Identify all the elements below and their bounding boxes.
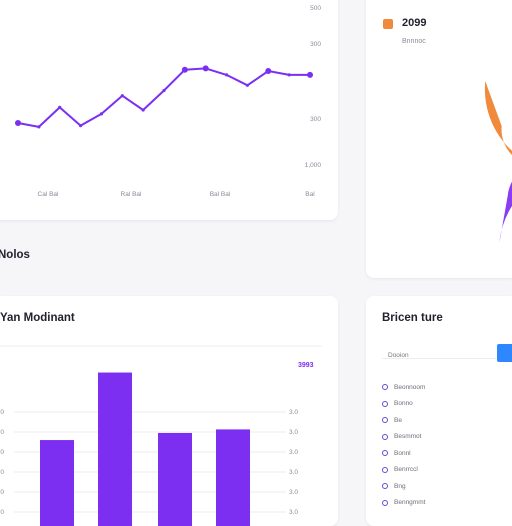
list-item[interactable]: Be [382,415,402,425]
line-card-title: Nolos [0,249,30,261]
bar-chart: 3.0 3.0 3.0 3.0 3.0 3.0 3.0 3.0 3.0 3.0 3.0 3.0 [0,345,322,526]
list-item-label: Benngmmt [394,499,426,506]
line-point [162,88,166,93]
list-item-label: Bonno [394,400,413,407]
x-tick-label: Bal [305,191,315,198]
list-item-label: Benrrccl [394,466,418,473]
radio-icon[interactable] [382,384,388,390]
list-card: Bricen ture BeonnoomBonnoBeBesmmotBonnlB… [366,296,512,526]
y-tick-label: 500 [310,5,321,12]
bar-card-title: Yan Modinant [0,312,75,324]
y-tick-label-right: 3.0 [289,469,298,476]
bar [40,440,74,526]
line-point [99,112,104,116]
radio-icon[interactable] [382,417,388,423]
bar [98,372,132,526]
radio-icon[interactable] [382,450,388,456]
radio-icon[interactable] [382,400,388,407]
list-item-label: Be [394,416,402,424]
y-tick-label: 300 [310,116,321,123]
bar-card-badge: 3993 [298,362,314,369]
list-item[interactable]: Beonnoom [382,382,425,392]
radio-icon[interactable] [382,433,388,440]
y-tick-label-right: 3.0 [289,429,298,436]
x-tick-label: Ral Bal [121,191,143,198]
line-point [141,108,145,112]
line-point [245,83,250,87]
list-item[interactable]: Bonno [382,399,413,409]
list-item-label: Bng [394,482,406,490]
radio-icon[interactable] [382,499,388,506]
donut-card: 2099 Bnnnoc [366,0,512,278]
list-item[interactable]: Bonnl [382,448,411,458]
line-point [181,66,188,73]
line-point [265,68,272,74]
list-item[interactable]: Bng [382,481,406,491]
list-item[interactable]: Benngmmt [382,498,425,508]
line-point [202,65,209,72]
list-item-label: Beonnoom [394,383,426,391]
line-point [15,120,21,126]
legend-value: 2099 [402,17,427,29]
y-tick-label-right: 3.0 [289,409,298,416]
line-point [224,73,229,77]
line-point [307,71,313,78]
list-item-label: Bonnl [394,449,411,457]
y-tick-label: 3.0 [0,509,4,516]
search-field[interactable] [382,344,508,361]
radio-icon[interactable] [382,466,388,473]
legend-swatch [383,19,393,29]
line-chart: 500 300 300 1,000 Cal Bal Ral Bal Bal Bal Bal [15,5,322,198]
bar [216,429,250,526]
list-item[interactable]: Besmmot [382,432,421,442]
y-tick-label: 3.0 [0,449,4,456]
legend-subtext: Bnnnoc [402,38,426,45]
line-chart-card: 500 300 300 1,000 Cal Bal Ral Bal Bal Bal Bal [0,0,338,220]
y-tick-label: 3.0 [0,409,4,416]
y-tick-label: 1,000 [305,162,322,169]
radio-icon[interactable] [382,483,388,489]
donut-chart [484,81,512,243]
y-tick-label: 3.0 [0,429,4,436]
line-point [58,105,62,109]
option-list: Beonnoom Bonno Be Besmmot Bonnl Benrrccl Bng Be… [382,382,502,512]
line-series [17,67,310,128]
line-point [120,94,124,98]
list-item[interactable]: Benrrccl [382,465,418,475]
x-tick-label: Cal Bal [38,191,60,198]
bar-chart-card: Yan Modinant 3993 3.03.03.03.03.03.03.03… [0,296,338,526]
donut-slice [484,81,512,155]
search-input[interactable] [382,350,508,361]
list-card-title: Bricen ture [382,312,443,324]
y-tick-label-right: 3.0 [289,489,298,496]
y-tick-label-right: 3.0 [289,449,298,456]
line-point [37,125,41,129]
y-tick-label: 300 [310,41,321,48]
search-button[interactable] [497,344,512,362]
bar [158,432,192,526]
donut-slice [499,181,512,243]
line-point [78,124,83,128]
y-tick-label: 3.0 [0,469,4,476]
line-point [287,73,291,77]
y-tick-label: 3.0 [0,489,4,496]
list-item-label: Besmmot [394,433,422,440]
y-tick-label-right: 3.0 [289,509,298,516]
x-tick-label: Bal Bal [210,191,231,198]
